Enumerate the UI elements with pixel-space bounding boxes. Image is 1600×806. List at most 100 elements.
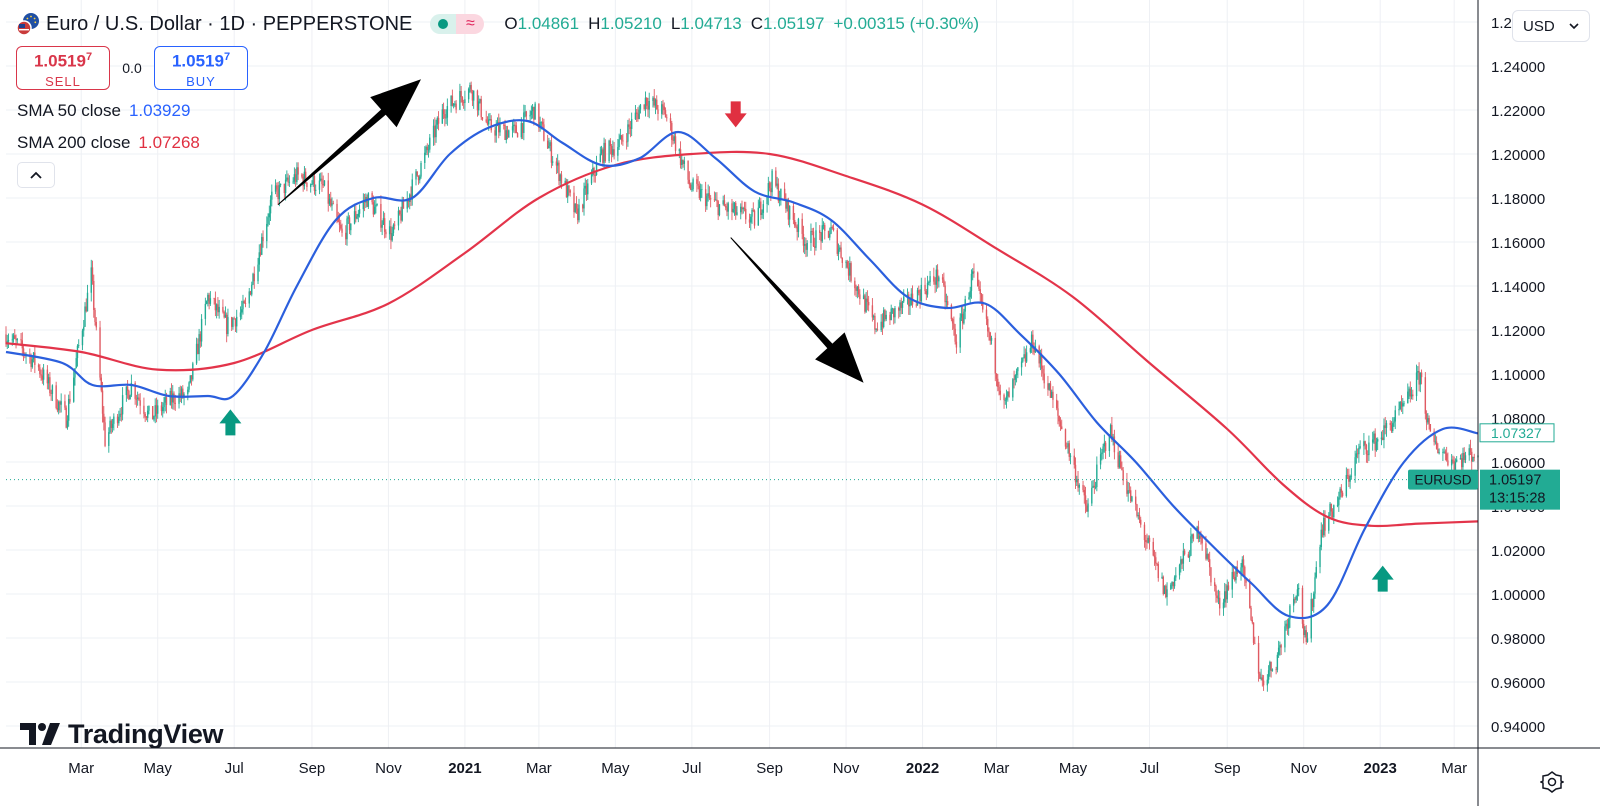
candle-body bbox=[972, 271, 974, 274]
candle-body bbox=[1454, 461, 1457, 470]
candle-body bbox=[411, 179, 413, 200]
candle-body bbox=[622, 140, 624, 142]
candle-body bbox=[1024, 354, 1027, 362]
y-tick-label: 1.14000 bbox=[1491, 279, 1545, 296]
candle-body bbox=[373, 206, 376, 215]
candle-body bbox=[1049, 383, 1052, 398]
candle-body bbox=[286, 177, 288, 180]
candle-body bbox=[306, 182, 308, 188]
settings-gear-icon[interactable] bbox=[1540, 770, 1564, 794]
sell-button[interactable]: 1.05197 SELL bbox=[16, 46, 110, 90]
buy-button[interactable]: 1.05197 BUY bbox=[154, 46, 248, 90]
candle-body bbox=[420, 163, 422, 177]
candle-body bbox=[470, 85, 472, 92]
candle-body bbox=[688, 179, 691, 185]
candle-body bbox=[731, 203, 733, 212]
candle-body bbox=[436, 117, 439, 125]
candle-body bbox=[978, 286, 980, 290]
candle-body bbox=[714, 199, 717, 201]
candle-body bbox=[383, 218, 386, 232]
candle-body bbox=[832, 228, 835, 231]
spread-value: 0.0 bbox=[122, 60, 142, 76]
candle-body bbox=[1094, 486, 1097, 488]
candle-body bbox=[884, 310, 886, 320]
candle-body bbox=[783, 188, 786, 200]
candle-body bbox=[1162, 576, 1164, 594]
candle-body bbox=[604, 142, 607, 162]
sma-50-line bbox=[5, 119, 1479, 620]
high-value: 1.05210 bbox=[600, 14, 662, 33]
candle-body bbox=[336, 203, 338, 218]
currency-select[interactable]: USD bbox=[1512, 10, 1590, 42]
candle-body bbox=[1219, 597, 1221, 609]
candle-body bbox=[480, 99, 482, 118]
candle-body bbox=[648, 101, 650, 110]
candle-body bbox=[1355, 453, 1358, 458]
candle-body bbox=[513, 124, 515, 127]
candle-body bbox=[525, 111, 528, 117]
candle-body bbox=[638, 109, 640, 119]
candle-body bbox=[1181, 559, 1183, 564]
x-tick-label: Sep bbox=[299, 760, 326, 777]
candle-body bbox=[1262, 680, 1265, 686]
candle-body bbox=[582, 204, 584, 209]
candle-body bbox=[796, 226, 798, 232]
candle-body bbox=[109, 420, 111, 433]
candle-body bbox=[1392, 423, 1394, 432]
candle-body bbox=[1152, 541, 1154, 556]
tradingview-logo[interactable]: TradingView bbox=[20, 718, 224, 750]
candle-body bbox=[831, 227, 833, 229]
candle-body bbox=[1043, 373, 1045, 384]
candle-body bbox=[894, 307, 896, 318]
candle-body bbox=[1336, 505, 1339, 507]
candle-body bbox=[1082, 484, 1084, 490]
candle-body bbox=[416, 171, 418, 176]
candle-body bbox=[337, 217, 339, 222]
buy-price-pip: 7 bbox=[223, 51, 231, 63]
candle-body bbox=[1240, 567, 1242, 575]
candle-body bbox=[1380, 437, 1383, 440]
candle-body bbox=[78, 345, 80, 347]
market-status-pill[interactable]: ≈ bbox=[430, 14, 485, 34]
candle-body bbox=[74, 368, 76, 378]
candle-body bbox=[1048, 383, 1050, 390]
candle-body bbox=[736, 212, 738, 215]
candle-body bbox=[815, 230, 817, 248]
x-tick-label: Mar bbox=[1441, 760, 1467, 777]
candle-body bbox=[296, 167, 298, 182]
candle-body bbox=[1462, 452, 1464, 468]
candle-body bbox=[520, 123, 523, 138]
candle-body bbox=[1215, 585, 1217, 596]
candle-body bbox=[274, 185, 277, 192]
candle-body bbox=[1005, 396, 1008, 400]
candle-body bbox=[138, 397, 140, 401]
candle-body bbox=[812, 231, 815, 247]
candle-body bbox=[1061, 426, 1063, 430]
candle-body bbox=[1172, 581, 1175, 587]
candle-body bbox=[129, 395, 131, 400]
candle-body bbox=[257, 264, 259, 282]
candle-body bbox=[406, 198, 408, 209]
candle-body bbox=[1173, 577, 1176, 587]
candle-body bbox=[777, 183, 780, 202]
candle-body bbox=[362, 201, 365, 210]
candle-body bbox=[908, 294, 910, 307]
candle-body bbox=[969, 290, 971, 298]
candle-body bbox=[1445, 453, 1448, 461]
chart-header: Euro / U.S. Dollar · 1D · PEPPERSTONE ≈ … bbox=[16, 12, 979, 36]
indicator-sma-50[interactable]: SMA 50 close 1.03929 bbox=[17, 101, 190, 121]
candle-body bbox=[1443, 451, 1445, 453]
collapse-legend-button[interactable] bbox=[17, 162, 55, 188]
candle-body bbox=[1399, 401, 1401, 409]
candle-body bbox=[871, 305, 874, 318]
indicator-sma-200[interactable]: SMA 200 close 1.07268 bbox=[17, 133, 200, 153]
candle-body bbox=[662, 104, 664, 107]
candle-body bbox=[647, 105, 649, 110]
y-tick-label: 0.94000 bbox=[1491, 719, 1545, 736]
candle-body bbox=[857, 286, 860, 295]
candle-body bbox=[619, 135, 622, 140]
candle-body bbox=[59, 401, 61, 405]
candle-body bbox=[148, 406, 150, 411]
candle-body bbox=[1093, 485, 1096, 488]
